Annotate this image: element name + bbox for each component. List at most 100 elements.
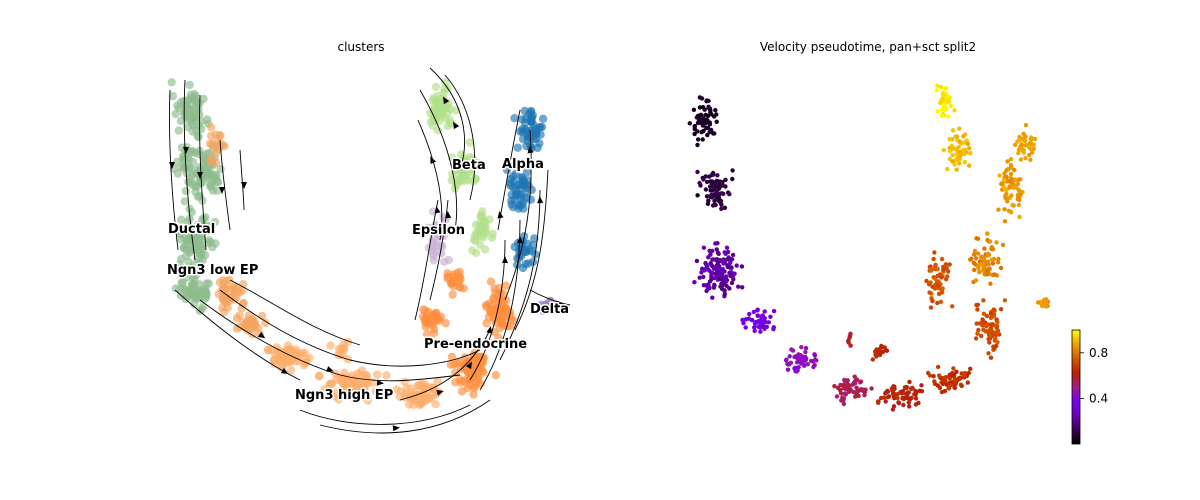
colorbar: 0.4 0.8 bbox=[1071, 329, 1108, 445]
cell-point bbox=[944, 382, 949, 387]
cell-point bbox=[939, 256, 945, 262]
cell-point bbox=[392, 385, 401, 394]
cell-point bbox=[705, 201, 711, 206]
cell-point bbox=[725, 249, 731, 255]
cell-point bbox=[722, 250, 727, 255]
cell-point bbox=[719, 206, 724, 211]
cell-point bbox=[761, 324, 766, 329]
velocity-streamlines bbox=[169, 67, 571, 434]
cell-point bbox=[994, 240, 999, 245]
streamline-arrow bbox=[219, 187, 225, 194]
cell-point bbox=[211, 158, 221, 168]
streamline-arrow bbox=[183, 147, 189, 154]
streamline-arrow bbox=[527, 146, 534, 154]
cell-point bbox=[513, 143, 522, 152]
cluster-delta-points bbox=[536, 296, 559, 316]
cell-point bbox=[373, 370, 382, 379]
cell-point bbox=[469, 383, 479, 393]
cell-point bbox=[725, 263, 730, 268]
streamline-arrow bbox=[465, 361, 472, 370]
cell-point bbox=[238, 280, 248, 289]
cell-point bbox=[996, 207, 1001, 212]
cell-point bbox=[263, 345, 273, 354]
cell-point bbox=[694, 115, 699, 120]
cluster-ngn3-high-ep-points bbox=[263, 337, 443, 410]
cell-point bbox=[986, 351, 991, 356]
cell-point bbox=[787, 354, 792, 359]
cell-point bbox=[518, 115, 527, 124]
cell-point bbox=[190, 148, 200, 158]
cell-point bbox=[723, 177, 728, 182]
cell-point bbox=[939, 275, 944, 280]
cell-point bbox=[499, 311, 508, 321]
cell-point bbox=[419, 305, 428, 314]
cell-point bbox=[705, 264, 710, 269]
cell-point bbox=[371, 387, 380, 396]
cell-point bbox=[969, 256, 974, 261]
cell-point bbox=[542, 302, 552, 311]
cell-point bbox=[454, 177, 464, 186]
cell-point bbox=[212, 148, 221, 157]
cell-point bbox=[939, 113, 944, 118]
cell-point bbox=[212, 171, 221, 181]
streamline bbox=[429, 199, 449, 301]
streamline-arrow bbox=[392, 425, 400, 432]
cell-point bbox=[168, 91, 178, 101]
cell-point bbox=[707, 268, 712, 273]
cell-point bbox=[873, 352, 878, 357]
cell-point bbox=[1004, 191, 1009, 197]
streamline bbox=[529, 289, 571, 306]
cell-point bbox=[943, 375, 948, 380]
cell-point bbox=[727, 286, 732, 291]
cell-point bbox=[1002, 171, 1007, 176]
cell-point bbox=[794, 360, 800, 365]
cell-point bbox=[481, 245, 490, 254]
cell-point bbox=[463, 383, 472, 393]
cell-point bbox=[194, 121, 203, 130]
cell-point bbox=[1007, 185, 1012, 190]
cell-point bbox=[205, 170, 214, 179]
cell-point bbox=[507, 190, 516, 199]
cell-point bbox=[809, 358, 814, 364]
cell-point bbox=[709, 127, 714, 133]
cell-point bbox=[961, 373, 967, 378]
cell-point bbox=[422, 395, 431, 404]
cell-point bbox=[537, 122, 547, 132]
cell-point bbox=[739, 264, 745, 269]
cell-point bbox=[1009, 193, 1014, 198]
cell-point bbox=[1002, 298, 1008, 303]
cell-point bbox=[712, 283, 717, 288]
cell-point bbox=[470, 231, 479, 240]
cell-point bbox=[728, 270, 734, 275]
cell-point bbox=[854, 385, 859, 390]
cell-point bbox=[991, 307, 996, 312]
cell-point bbox=[695, 193, 700, 198]
cell-point bbox=[501, 281, 511, 290]
cell-point bbox=[448, 290, 457, 299]
cell-point bbox=[181, 186, 191, 196]
cell-point bbox=[734, 263, 739, 268]
cell-point bbox=[1005, 159, 1010, 164]
cell-point bbox=[998, 307, 1004, 312]
cell-point bbox=[1004, 174, 1009, 180]
cell-point bbox=[1001, 177, 1007, 183]
streamline bbox=[219, 139, 231, 231]
cell-point bbox=[424, 223, 433, 232]
cell-point bbox=[950, 153, 955, 158]
cell-point bbox=[429, 256, 438, 265]
cell-point bbox=[931, 374, 936, 379]
cell-point bbox=[1017, 197, 1022, 203]
cell-point bbox=[756, 324, 761, 329]
cell-point bbox=[963, 132, 968, 137]
cell-point bbox=[935, 283, 941, 289]
pseudotime-panel-title: Velocity pseudotime, pan+sct split2 bbox=[760, 40, 976, 54]
cell-point bbox=[295, 351, 304, 360]
cell-point bbox=[771, 308, 777, 314]
cell-point bbox=[354, 393, 363, 403]
cell-point bbox=[811, 364, 816, 370]
cell-point bbox=[929, 268, 934, 273]
cell-point bbox=[981, 263, 987, 269]
cell-point bbox=[927, 290, 932, 295]
cell-point bbox=[842, 391, 847, 396]
cell-point bbox=[975, 307, 980, 312]
